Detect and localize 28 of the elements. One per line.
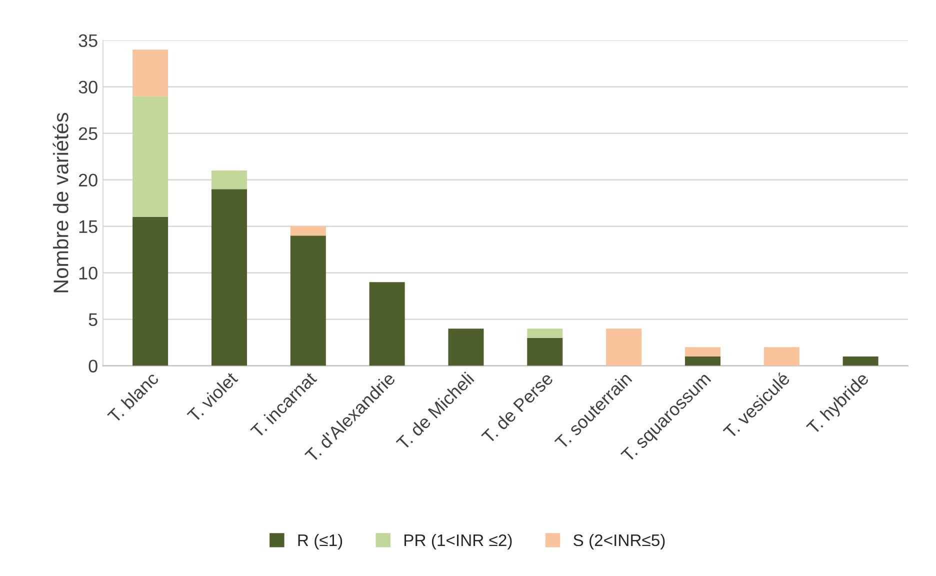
bar [290, 236, 326, 366]
bar [448, 328, 484, 366]
bar [290, 226, 326, 236]
y-tick-label: 5 [88, 313, 98, 326]
y-tick-label: 10 [79, 266, 98, 280]
y-tick-label: 15 [79, 220, 98, 234]
bar [684, 356, 720, 366]
bar [369, 282, 405, 366]
y-axis-title: Nombre de variétés [52, 112, 68, 292]
bar [211, 189, 247, 366]
y-tick-label: 25 [78, 127, 98, 140]
y-tick-label: 20 [78, 174, 98, 187]
legend-label: R (≤1) [298, 534, 342, 550]
bar [764, 347, 800, 366]
bar [132, 96, 168, 217]
bar [842, 356, 878, 366]
bar [132, 50, 168, 96]
y-tick-label: 35 [78, 34, 98, 48]
y-tick-label: 30 [78, 80, 98, 94]
bar [684, 347, 720, 356]
legend-label: S (2<INR≤5) [574, 534, 665, 550]
y-tick-label: 0 [88, 360, 98, 372]
bar [606, 328, 642, 366]
bar [527, 328, 563, 338]
bar [211, 170, 247, 190]
bar [527, 338, 563, 366]
bar [132, 216, 168, 366]
legend-label: PR (1<INR ≤2) [404, 534, 512, 550]
